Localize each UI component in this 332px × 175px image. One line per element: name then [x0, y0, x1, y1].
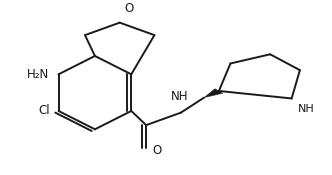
Text: NH: NH — [170, 90, 188, 103]
Text: O: O — [124, 2, 133, 15]
Polygon shape — [204, 89, 223, 98]
Text: O: O — [152, 144, 161, 157]
Text: Cl: Cl — [38, 104, 49, 117]
Text: NH: NH — [297, 104, 314, 114]
Text: H₂N: H₂N — [27, 68, 49, 81]
